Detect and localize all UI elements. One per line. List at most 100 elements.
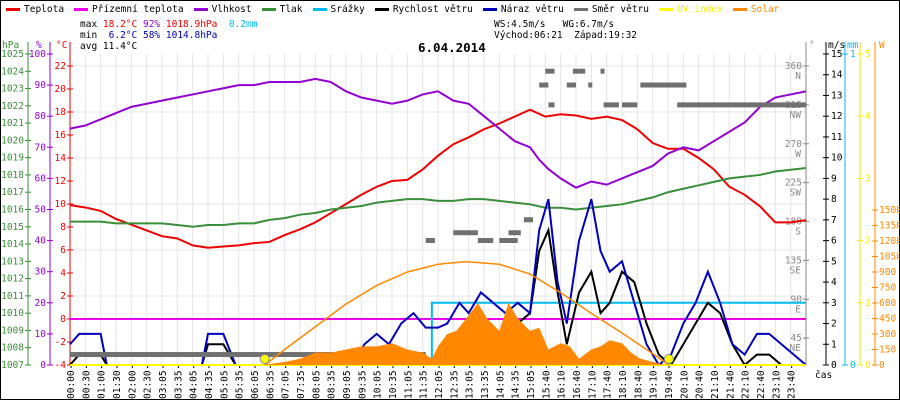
temperature-axis-tick-label: 6 <box>60 245 66 256</box>
legend-item: Teplota <box>6 4 64 15</box>
x-tick-label: 08:05 <box>311 370 322 399</box>
x-tick-label: 00:30 <box>81 370 92 399</box>
uv-axis-tick-label: 0 <box>865 360 871 371</box>
pressure-axis-tick-label: 1024 <box>1 66 24 77</box>
axis-unit-label: % <box>36 40 42 51</box>
humidity-axis-tick-label: 30 <box>35 267 47 278</box>
wind-axis-tick-label: 11 <box>831 132 843 143</box>
max-rain: 0.2mm <box>228 19 258 30</box>
x-tick-label: 03:05 <box>158 370 169 399</box>
avg-label: avg <box>80 41 98 52</box>
stats-avg: avg 11.4°C <box>80 41 137 52</box>
wind-direction-mark <box>70 352 426 358</box>
x-tick-label: 18:10 <box>618 370 629 399</box>
humidity-axis-tick-label: 80 <box>35 111 47 122</box>
x-tick-label: 13:05 <box>465 370 476 399</box>
x-tick-label: 09:05 <box>342 370 353 399</box>
x-tick-label: 17:40 <box>603 370 614 399</box>
stats-min: min 6.2°C 58% 1014.8hPa <box>80 30 217 41</box>
solar-axis-tick-label: 750 <box>879 283 896 294</box>
x-tick-label: 16:40 <box>572 370 583 399</box>
x-tick-label: 06:35 <box>265 370 276 399</box>
wind-axis-tick-label: 4 <box>831 277 837 288</box>
pressure-axis-tick-label: 1023 <box>1 84 24 95</box>
legend-item: Solar <box>732 4 780 15</box>
pressure-axis-tick-label: 1025 <box>1 49 24 60</box>
humidity-axis-tick-label: 10 <box>35 329 47 340</box>
pressure-axis-tick-label: 1007 <box>1 360 24 371</box>
x-tick-label: 08:35 <box>327 370 338 399</box>
legend-label: Přízemní teplota <box>92 4 184 15</box>
legend-item: Rychlost větru <box>374 4 473 15</box>
sunrise-time: Východ:06:21 <box>494 30 563 41</box>
series-line-tlak <box>70 167 807 228</box>
rain-axis-tick-label: 0 <box>850 360 856 371</box>
legend-label: UV index <box>677 4 723 15</box>
chart-title: 6.04.2014 <box>418 40 486 55</box>
axis-unit-label: hPa <box>2 40 19 51</box>
wind-direction-mark <box>499 238 518 244</box>
wind-direction-mark <box>622 102 638 108</box>
rain-axis-tick-label: 1 <box>850 49 856 60</box>
axis-unit-label: m/s <box>828 40 845 51</box>
x-tick-label: 16:10 <box>557 370 568 399</box>
direction-axis-tick-compass: S <box>795 227 801 238</box>
x-tick-label: 22:10 <box>741 370 752 399</box>
max-pressure: 1018.9hPa <box>165 19 218 30</box>
pressure-axis-tick-label: 1017 <box>1 187 24 198</box>
legend-label: Teplota <box>24 4 65 15</box>
stats-max: max 18.2°C 92% 1018.9hPa 0.2mm <box>80 19 257 30</box>
solar-axis-tick-label: 1200 <box>879 236 900 247</box>
wind-axis-tick-label: 8 <box>831 194 837 205</box>
x-tick-label: 15:05 <box>526 370 537 399</box>
wind-axis-tick-label: 3 <box>831 298 837 309</box>
humidity-axis-tick-label: 40 <box>35 236 47 247</box>
legend-label: Rychlost větru <box>392 4 473 15</box>
legend-item: Tlak <box>261 4 303 15</box>
solar-axis-tick-label: 1500 <box>879 205 900 216</box>
pressure-axis-tick-label: 1014 <box>1 239 24 250</box>
stats-wind: WS:4.5m/s WG:6.7m/s <box>494 19 614 30</box>
wind-direction-mark <box>572 68 586 74</box>
sunset-time: Západ:19:32 <box>574 30 638 41</box>
legend-item: Vlhkost <box>193 4 252 15</box>
temperature-axis-tick-label: 12 <box>55 176 66 187</box>
x-tick-label: 17:10 <box>587 370 598 399</box>
x-tick-label: 23:40 <box>787 370 798 399</box>
x-tick-label: 14:35 <box>511 370 522 399</box>
pressure-axis-tick-label: 1021 <box>1 118 24 129</box>
axis-unit-label: ° <box>809 40 815 51</box>
wind-axis-tick-label: 7 <box>831 215 837 226</box>
wind-axis-tick-label: 1 <box>831 339 837 350</box>
legend-label: Solar <box>750 4 780 15</box>
legend-label: Směr větru <box>591 4 650 15</box>
x-tick-label: 02:00 <box>127 370 138 399</box>
direction-axis-tick-compass: E <box>795 304 801 315</box>
temperature-axis-tick-label: -4 <box>55 360 67 371</box>
legend-swatch <box>659 8 674 11</box>
x-tick-label: 03:35 <box>173 370 184 399</box>
humidity-axis-tick-label: 60 <box>35 173 47 184</box>
legend-item: Přízemní teplota <box>74 4 184 15</box>
legend-swatch <box>6 8 20 11</box>
series-line-solar-teor- <box>264 260 670 366</box>
x-tick-label: 00:00 <box>66 370 77 399</box>
solar-axis-tick-label: 0 <box>879 360 885 371</box>
legend-item: Směr větru <box>573 4 650 15</box>
uv-axis-tick-label: 4 <box>865 111 871 122</box>
wind-axis-tick-label: 14 <box>831 70 843 81</box>
wind-direction-mark <box>548 102 555 108</box>
wind-direction-mark <box>477 238 494 244</box>
legend-swatch <box>374 8 389 11</box>
x-tick-label: 11:35 <box>419 370 430 399</box>
temperature-axis-tick-label: 16 <box>55 130 67 141</box>
solar-axis-tick-label: 600 <box>879 298 896 309</box>
legend-swatch <box>482 8 497 11</box>
x-tick-label: 22:40 <box>756 370 767 399</box>
direction-axis-tick-label: 360 <box>785 61 802 72</box>
temperature-axis-tick-label: 10 <box>55 199 67 210</box>
direction-axis-tick-label: 225 <box>785 178 802 189</box>
direction-axis-tick-compass: SE <box>790 265 802 276</box>
max-temp: 18.2°C <box>102 19 138 30</box>
humidity-axis-tick-label: 0 <box>40 360 46 371</box>
